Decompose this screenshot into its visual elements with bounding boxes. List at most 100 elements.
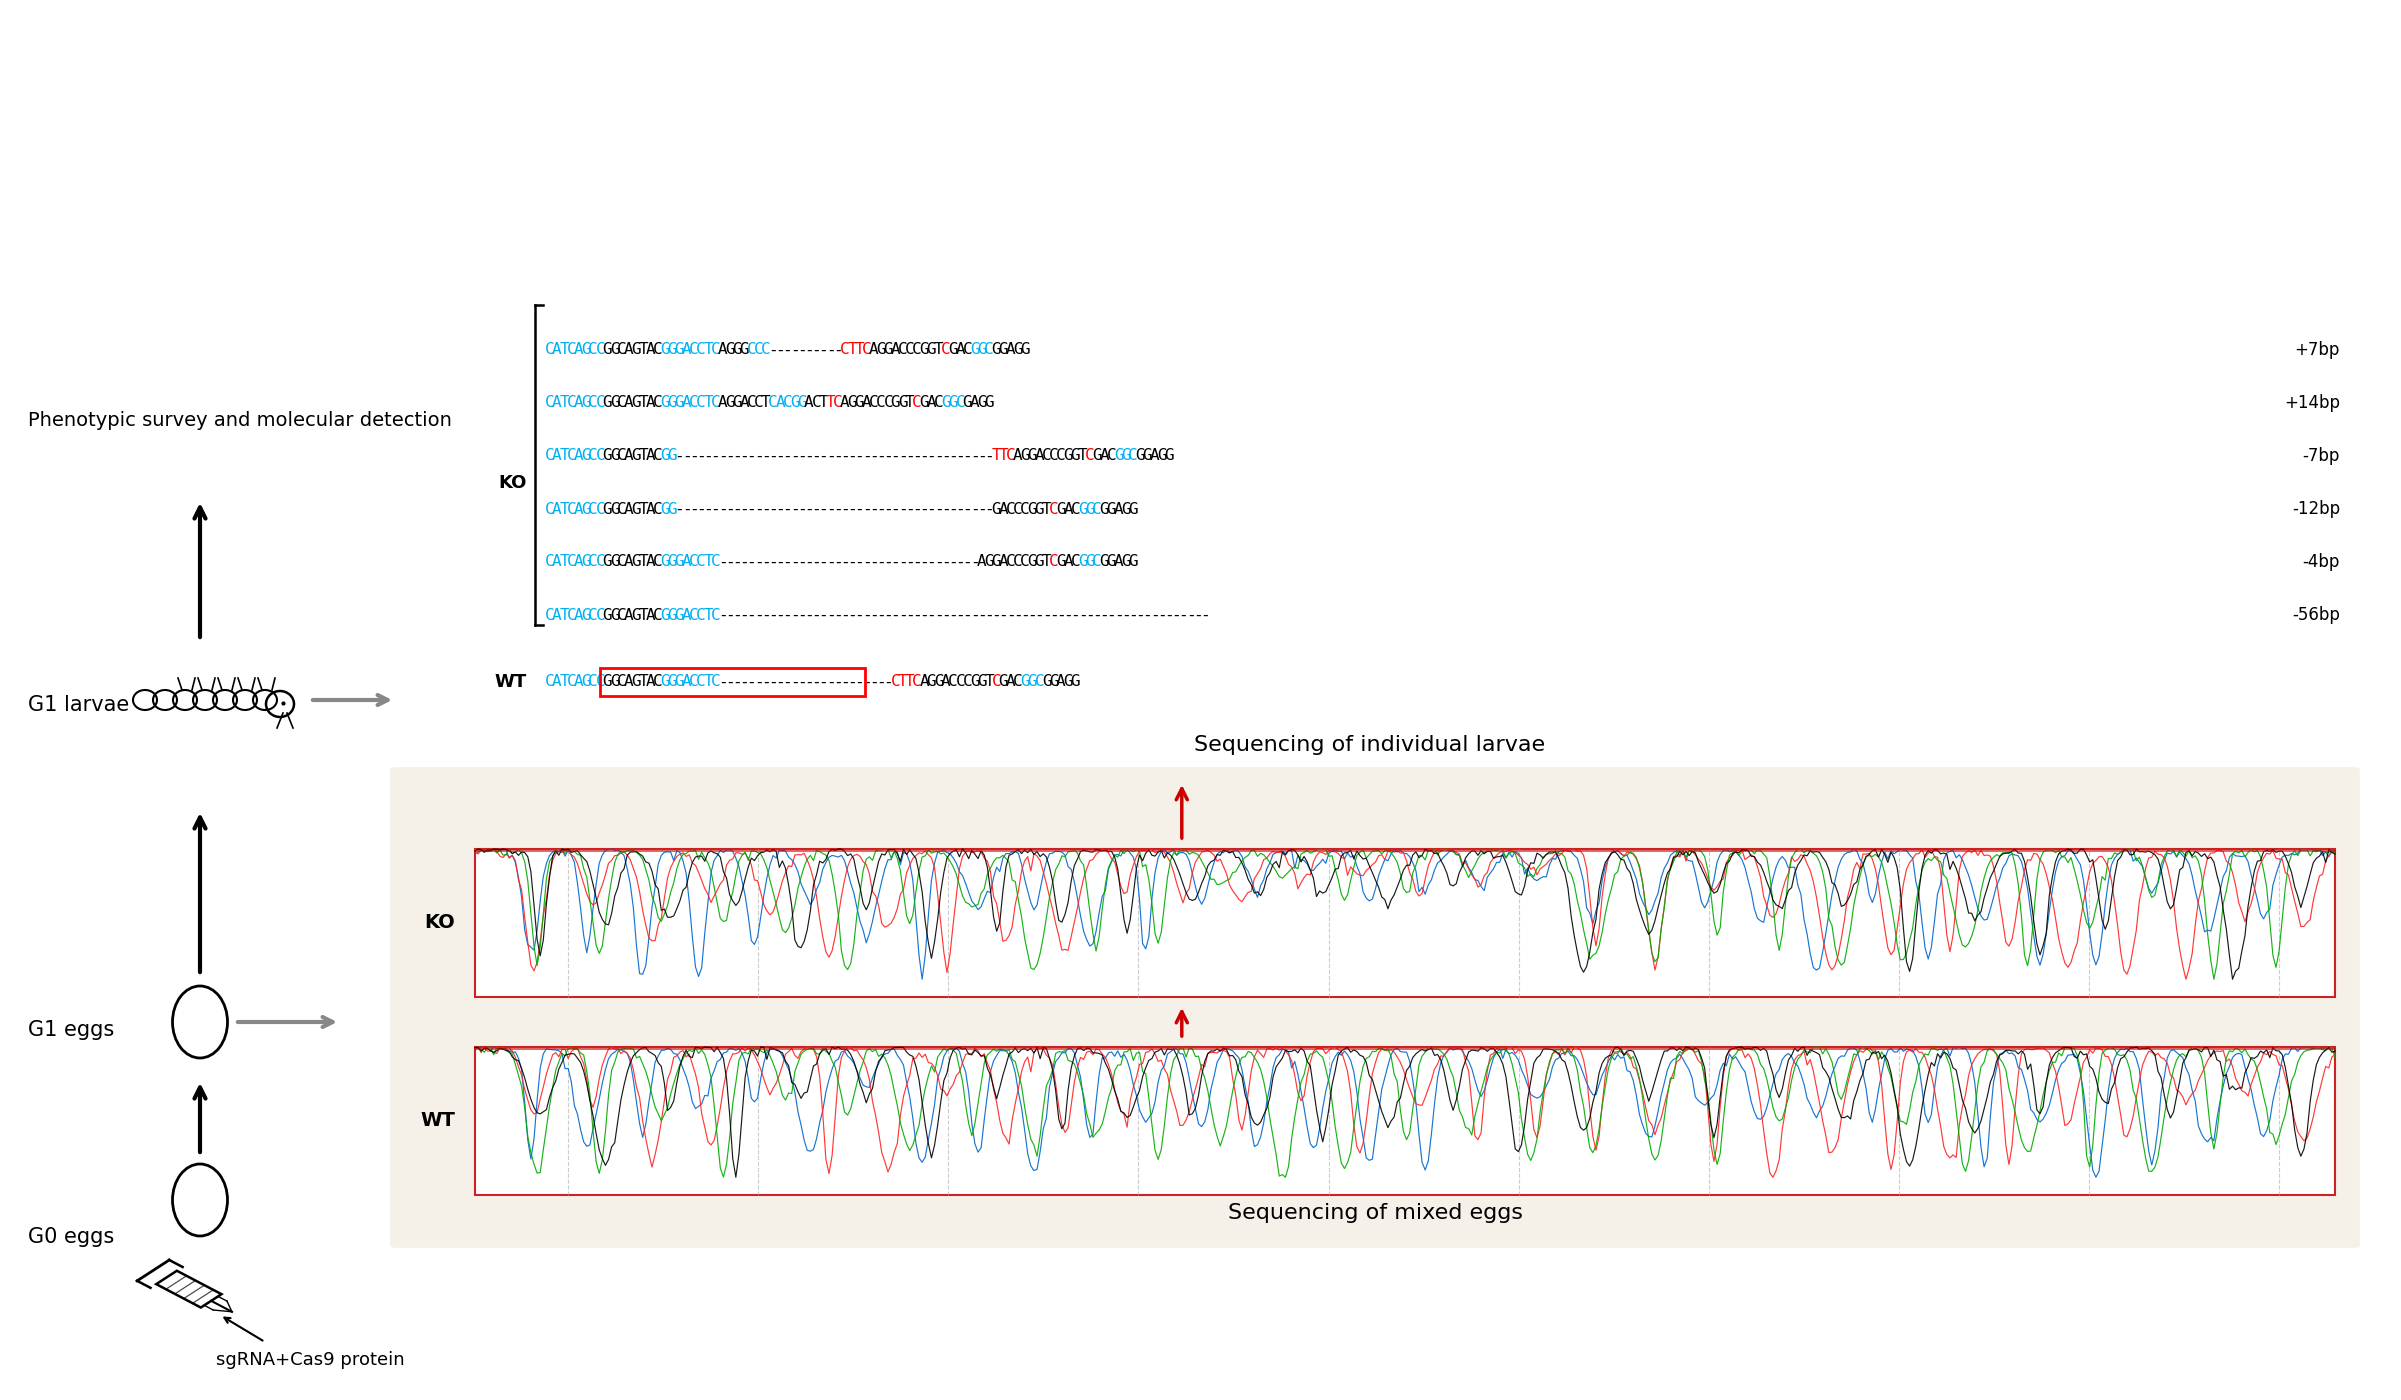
Text: A: A [552,608,562,623]
Text: A: A [574,675,583,689]
Text: C: C [1020,554,1030,570]
Text: -: - [876,608,886,623]
Text: C: C [1006,448,1016,463]
Text: A: A [970,395,980,410]
Text: -: - [747,554,756,570]
Text: -: - [898,501,908,517]
Text: C: C [595,554,605,570]
Text: -: - [797,448,807,463]
Text: -: - [783,554,792,570]
Text: A: A [840,395,850,410]
Text: -: - [783,608,792,623]
Text: G: G [732,395,742,410]
Text: G: G [660,343,670,357]
Text: C: C [905,343,915,357]
Text: -: - [732,608,742,623]
Text: G: G [581,675,591,689]
Text: G: G [848,395,857,410]
Text: C: C [1071,501,1080,517]
Text: +7bp: +7bp [2295,342,2341,358]
Text: G: G [675,675,684,689]
Text: -: - [1013,608,1023,623]
Text: C: C [1020,501,1030,517]
Text: A: A [999,554,1008,570]
Text: -: - [984,448,994,463]
Text: C: C [595,448,605,463]
Text: -: - [768,608,778,623]
Text: G: G [992,501,1001,517]
Text: -: - [941,554,951,570]
Text: -: - [740,554,749,570]
Text: -: - [941,448,951,463]
Text: -: - [1020,608,1030,623]
Text: T: T [559,608,569,623]
Text: -: - [826,448,836,463]
Text: -: - [948,448,958,463]
Text: A: A [552,343,562,357]
Text: C: C [984,343,994,357]
Text: C: C [653,395,663,410]
Text: -: - [826,554,836,570]
Text: G: G [610,501,619,517]
Text: -: - [934,501,944,517]
Text: G: G [1056,554,1066,570]
Text: G: G [610,343,619,357]
Text: -: - [869,608,879,623]
Text: A: A [1006,675,1016,689]
Text: -: - [1006,608,1016,623]
Text: G: G [610,554,619,570]
Text: C: C [754,343,764,357]
Text: G: G [876,343,886,357]
Text: T: T [639,395,648,410]
Text: G: G [941,395,951,410]
Text: -: - [862,501,872,517]
Text: T: T [1042,501,1052,517]
Text: -: - [884,501,893,517]
Text: A: A [574,395,583,410]
Text: A: A [1064,554,1073,570]
Text: -: - [905,554,915,570]
Text: A: A [941,675,951,689]
Text: C: C [617,343,627,357]
Text: -: - [876,554,886,570]
Text: KO: KO [499,473,526,491]
Text: A: A [624,608,634,623]
Text: C: C [747,395,756,410]
Text: G: G [603,554,612,570]
Text: A: A [977,554,987,570]
Text: -: - [718,675,728,689]
Text: Phenotypic survey and molecular detection: Phenotypic survey and molecular detectio… [29,410,451,430]
Text: G: G [1157,448,1167,463]
Text: C: C [711,343,720,357]
Text: G: G [667,554,677,570]
FancyBboxPatch shape [391,767,2360,1247]
Text: -: - [833,448,843,463]
Text: C: C [963,343,972,357]
Text: C: C [711,554,720,570]
Text: -: - [869,501,879,517]
Text: -: - [718,554,728,570]
Text: G: G [1020,343,1030,357]
Text: -: - [711,448,720,463]
Text: -: - [819,448,828,463]
Text: -: - [977,448,987,463]
Text: G: G [1042,675,1052,689]
Text: G: G [610,675,619,689]
Text: G: G [725,395,735,410]
Text: G: G [948,343,958,357]
Text: G: G [999,343,1008,357]
Text: G: G [631,448,641,463]
Text: -: - [963,554,972,570]
Text: -: - [783,343,792,357]
Text: C: C [711,395,720,410]
Text: -: - [747,608,756,623]
Text: -: - [747,501,756,517]
Text: G: G [1020,448,1030,463]
Text: T: T [559,395,569,410]
Text: -: - [905,608,915,623]
Text: C: C [617,554,627,570]
Text: A: A [1035,448,1044,463]
Text: -: - [848,501,857,517]
Text: -: - [1200,608,1210,623]
Text: -: - [725,608,735,623]
